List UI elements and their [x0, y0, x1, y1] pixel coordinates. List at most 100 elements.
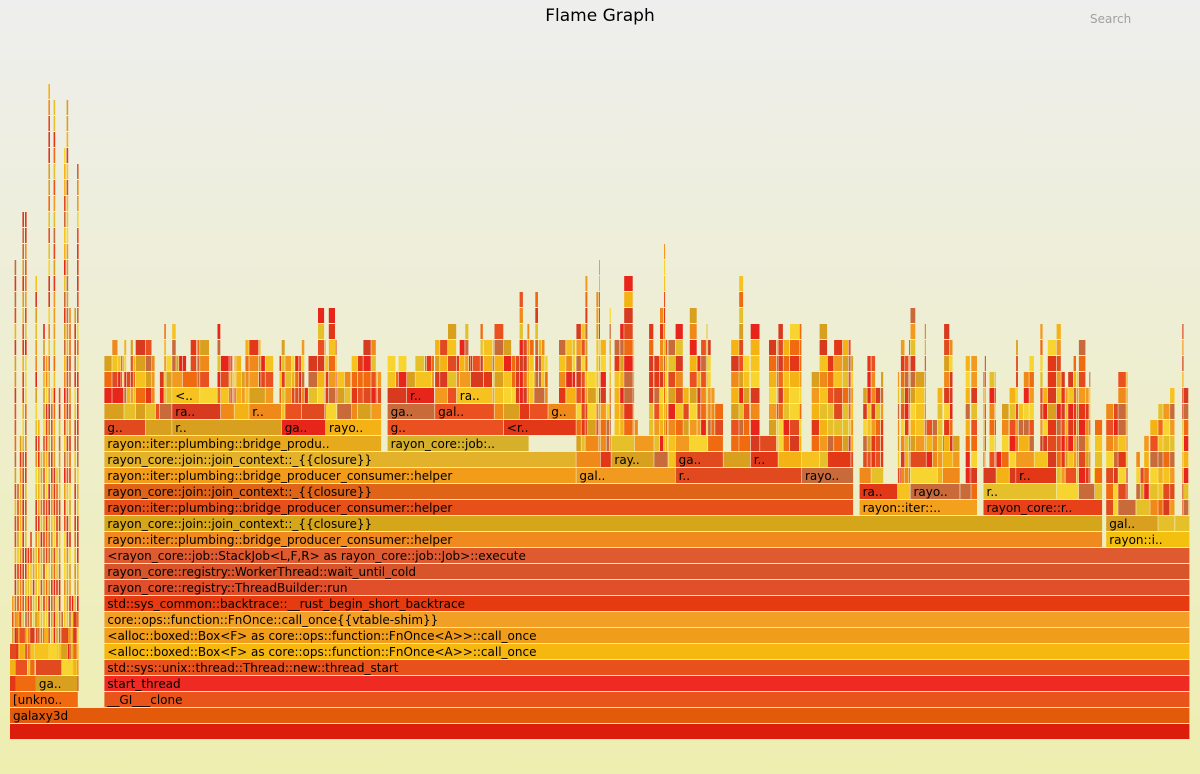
flame-frame-rect[interactable]	[64, 468, 66, 483]
flame-frame-rect[interactable]	[25, 292, 27, 307]
flame-frame-rect[interactable]	[43, 468, 45, 483]
flame-frame[interactable]	[519, 388, 523, 403]
flame-frame-rect[interactable]	[53, 164, 56, 179]
flame-frame-rect[interactable]	[249, 404, 282, 419]
flame-frame-rect[interactable]	[701, 356, 706, 371]
flame-frame[interactable]	[689, 308, 697, 323]
flame-frame-rect[interactable]	[599, 260, 600, 275]
flame-frame-rect[interactable]	[398, 356, 407, 371]
flame-frame[interactable]	[179, 356, 183, 371]
flame-frame[interactable]	[38, 532, 40, 547]
flame-frame-rect[interactable]	[519, 340, 523, 355]
flame-frame[interactable]	[66, 308, 69, 323]
flame-frame[interactable]	[66, 340, 69, 355]
flame-frame-rect[interactable]	[1140, 484, 1144, 499]
flame-frame[interactable]	[731, 372, 739, 387]
flame-frame[interactable]	[27, 628, 30, 643]
flame-frame[interactable]	[56, 532, 58, 547]
flame-frame[interactable]	[326, 404, 337, 419]
flame-frame[interactable]	[415, 356, 425, 371]
flame-frame[interactable]: rayon_core::r..	[983, 500, 1103, 515]
flame-frame-rect[interactable]	[249, 388, 265, 403]
flame-frame[interactable]	[77, 164, 79, 179]
flame-frame[interactable]	[69, 484, 71, 499]
flame-frame-rect[interactable]	[971, 452, 977, 467]
flame-frame-rect[interactable]	[527, 388, 530, 403]
flame-frame[interactable]	[53, 372, 56, 387]
flame-frame[interactable]	[971, 372, 977, 387]
flame-frame-rect[interactable]	[124, 340, 127, 355]
flame-frame-rect[interactable]	[1086, 420, 1089, 435]
flame-frame[interactable]	[624, 356, 633, 371]
flame-frame-rect[interactable]	[53, 324, 56, 339]
flame-frame[interactable]	[1056, 324, 1061, 339]
flame-frame[interactable]	[1182, 340, 1184, 355]
flame-frame-rect[interactable]	[448, 356, 457, 371]
flame-frame-rect[interactable]	[897, 372, 900, 387]
flame-frame-rect[interactable]	[660, 308, 664, 323]
flame-frame-rect[interactable]	[48, 484, 50, 499]
flame-frame-rect[interactable]	[819, 356, 828, 371]
flame-frame-rect[interactable]	[22, 532, 24, 547]
flame-frame-rect[interactable]	[1184, 436, 1189, 451]
flame-frame-rect[interactable]	[62, 660, 73, 675]
flame-frame[interactable]	[739, 292, 744, 307]
flame-frame[interactable]	[62, 644, 68, 659]
flame-frame[interactable]	[10, 660, 16, 675]
flame-frame-rect[interactable]	[351, 388, 358, 403]
flame-frame-rect[interactable]	[1136, 452, 1140, 467]
flame-frame-rect[interactable]	[1043, 404, 1048, 419]
flame-frame-rect[interactable]	[609, 372, 611, 387]
flame-frame[interactable]	[326, 372, 329, 387]
flame-frame-rect[interactable]	[337, 372, 345, 387]
flame-frame[interactable]	[910, 452, 926, 467]
flame-frame[interactable]	[665, 356, 668, 371]
flame-frame[interactable]	[708, 372, 711, 387]
flame-frame-rect[interactable]	[660, 404, 664, 419]
flame-frame[interactable]	[1170, 468, 1175, 483]
flame-frame-rect[interactable]	[924, 404, 926, 419]
flame-frame-rect[interactable]	[1016, 340, 1018, 355]
flame-frame[interactable]	[14, 420, 17, 435]
flame-frame[interactable]	[19, 468, 22, 483]
flame-frame[interactable]	[750, 356, 760, 371]
flame-frame[interactable]	[371, 404, 382, 419]
flame-frame-rect[interactable]	[1009, 404, 1016, 419]
flame-frame-rect[interactable]	[53, 228, 56, 243]
flame-frame[interactable]	[776, 388, 778, 403]
flame-frame[interactable]	[965, 404, 970, 419]
flame-frame[interactable]	[572, 356, 576, 371]
flame-frame[interactable]	[40, 548, 43, 563]
flame-frame[interactable]	[585, 324, 588, 339]
flame-frame-rect[interactable]	[576, 468, 675, 483]
flame-frame-rect[interactable]	[924, 388, 926, 403]
flame-frame[interactable]	[1056, 372, 1061, 387]
flame-frame[interactable]	[776, 356, 778, 371]
flame-frame[interactable]	[19, 580, 22, 595]
flame-frame-rect[interactable]	[799, 340, 802, 355]
flame-frame-rect[interactable]	[606, 436, 610, 451]
flame-frame[interactable]	[53, 420, 56, 435]
flame-frame[interactable]	[16, 644, 19, 659]
flame-frame[interactable]	[69, 372, 71, 387]
flame-frame[interactable]	[1113, 500, 1118, 515]
flame-frame-rect[interactable]	[122, 372, 124, 387]
flame-frame[interactable]	[790, 340, 800, 355]
flame-frame[interactable]	[66, 228, 69, 243]
flame-frame-rect[interactable]	[799, 388, 802, 403]
flame-frame-rect[interactable]	[30, 644, 35, 659]
flame-frame[interactable]	[708, 356, 711, 371]
flame-frame[interactable]	[871, 388, 876, 403]
flame-frame-rect[interactable]	[145, 404, 156, 419]
flame-frame-rect[interactable]	[425, 356, 427, 371]
flame-frame[interactable]: <rayon_core::job::StackJob<L,F,R> as ray…	[104, 548, 1190, 563]
flame-frame[interactable]	[739, 324, 744, 339]
flame-frame-rect[interactable]	[351, 372, 358, 387]
flame-frame[interactable]	[1106, 484, 1114, 499]
flame-frame[interactable]	[871, 468, 884, 483]
flame-frame[interactable]	[1061, 372, 1065, 387]
flame-frame[interactable]	[599, 356, 600, 371]
flame-frame-rect[interactable]	[609, 436, 611, 451]
flame-frame-rect[interactable]	[22, 260, 24, 275]
flame-frame-rect[interactable]	[519, 356, 523, 371]
